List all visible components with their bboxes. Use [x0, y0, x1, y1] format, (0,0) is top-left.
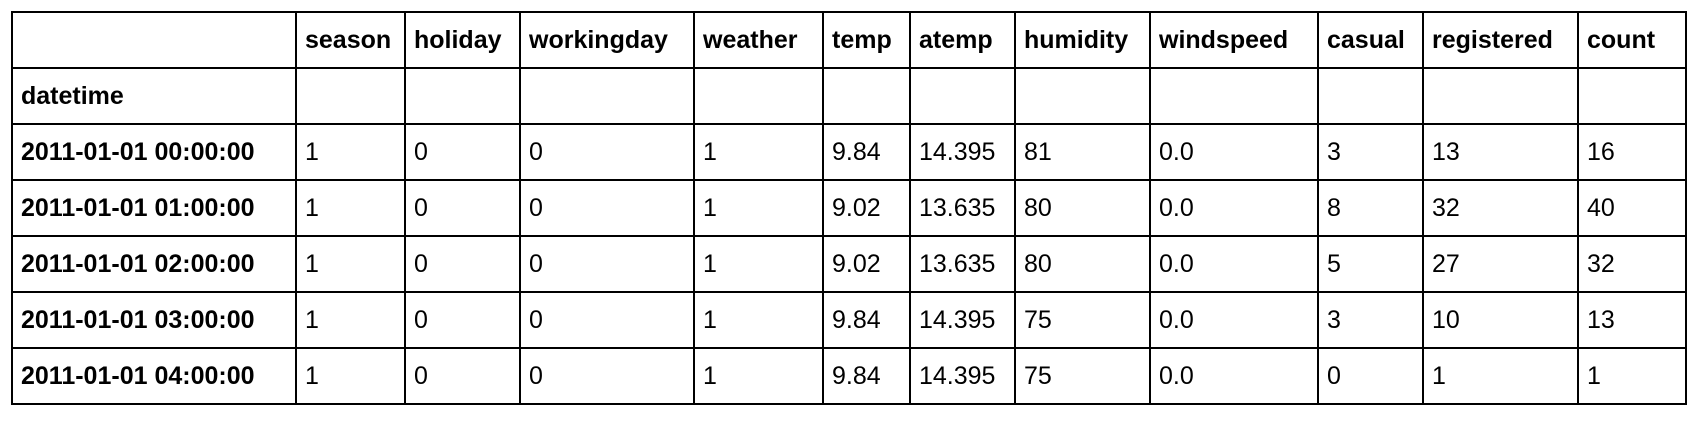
empty-header-cell	[295, 67, 406, 125]
table-cell: 16	[1577, 123, 1687, 181]
table-cell: 1	[693, 179, 824, 237]
empty-header-cell	[404, 67, 521, 125]
table-cell: 13.635	[909, 235, 1016, 293]
column-header-count: count	[1577, 11, 1687, 69]
table-cell: 1	[1577, 347, 1687, 405]
table-cell: 9.02	[822, 235, 911, 293]
table-cell: 0	[404, 123, 521, 181]
table-cell: 27	[1422, 235, 1579, 293]
table-cell: 0.0	[1149, 179, 1319, 237]
table-cell: 9.84	[822, 123, 911, 181]
empty-header-cell	[1149, 67, 1319, 125]
table-cell: 40	[1577, 179, 1687, 237]
table-cell: 0	[519, 179, 695, 237]
empty-header-cell	[693, 67, 824, 125]
table-cell: 0	[519, 347, 695, 405]
column-header-workingday: workingday	[519, 11, 695, 69]
table-cell: 9.84	[822, 291, 911, 349]
column-header-casual: casual	[1317, 11, 1424, 69]
table-cell: 0	[404, 179, 521, 237]
table-cell: 1	[693, 291, 824, 349]
empty-header-cell	[909, 67, 1016, 125]
table-cell: 9.02	[822, 179, 911, 237]
table-row: 2011-01-01 02:00:00 1 0 0 1 9.02 13.635 …	[11, 235, 1687, 293]
row-index: 2011-01-01 00:00:00	[11, 123, 297, 181]
table-row: 2011-01-01 00:00:00 1 0 0 1 9.84 14.395 …	[11, 123, 1687, 181]
table-cell: 0	[404, 291, 521, 349]
table-cell: 13	[1577, 291, 1687, 349]
column-header-registered: registered	[1422, 11, 1579, 69]
column-header-atemp: atemp	[909, 11, 1016, 69]
table-cell: 9.84	[822, 347, 911, 405]
table-cell: 14.395	[909, 291, 1016, 349]
table-cell: 13	[1422, 123, 1579, 181]
table-cell: 75	[1014, 347, 1151, 405]
empty-header-cell	[1422, 67, 1579, 125]
index-name-row: datetime	[11, 67, 1687, 125]
table-cell: 75	[1014, 291, 1151, 349]
table-cell: 8	[1317, 179, 1424, 237]
table-cell: 13.635	[909, 179, 1016, 237]
table-cell: 3	[1317, 123, 1424, 181]
table-cell: 5	[1317, 235, 1424, 293]
table-cell: 14.395	[909, 347, 1016, 405]
row-index: 2011-01-01 01:00:00	[11, 179, 297, 237]
empty-header-cell	[1577, 67, 1687, 125]
table-cell: 1	[295, 235, 406, 293]
table-cell: 32	[1577, 235, 1687, 293]
index-name-header: datetime	[11, 67, 297, 125]
table-cell: 32	[1422, 179, 1579, 237]
column-header-temp: temp	[822, 11, 911, 69]
empty-header-cell	[519, 67, 695, 125]
table-cell: 0	[1317, 347, 1424, 405]
row-index: 2011-01-01 02:00:00	[11, 235, 297, 293]
table-cell: 0.0	[1149, 291, 1319, 349]
table-cell: 1	[295, 123, 406, 181]
table-cell: 0	[519, 291, 695, 349]
table-cell: 1	[693, 123, 824, 181]
corner-cell	[11, 11, 297, 69]
table-cell: 0	[404, 347, 521, 405]
column-header-humidity: humidity	[1014, 11, 1151, 69]
table-cell: 1	[1422, 347, 1579, 405]
table-header: season holiday workingday weather temp a…	[11, 11, 1687, 125]
table-cell: 14.395	[909, 123, 1016, 181]
table-cell: 80	[1014, 179, 1151, 237]
table-cell: 0	[519, 123, 695, 181]
empty-header-cell	[1014, 67, 1151, 125]
table-cell: 1	[295, 347, 406, 405]
column-header-weather: weather	[693, 11, 824, 69]
table-row: 2011-01-01 03:00:00 1 0 0 1 9.84 14.395 …	[11, 291, 1687, 349]
table-cell: 80	[1014, 235, 1151, 293]
table-cell: 1	[295, 179, 406, 237]
table-cell: 3	[1317, 291, 1424, 349]
column-header-row: season holiday workingday weather temp a…	[11, 11, 1687, 69]
table-cell: 1	[295, 291, 406, 349]
table-cell: 0	[404, 235, 521, 293]
column-header-holiday: holiday	[404, 11, 521, 69]
table-row: 2011-01-01 04:00:00 1 0 0 1 9.84 14.395 …	[11, 347, 1687, 405]
table-cell: 0.0	[1149, 123, 1319, 181]
table-cell: 10	[1422, 291, 1579, 349]
row-index: 2011-01-01 03:00:00	[11, 291, 297, 349]
column-header-season: season	[295, 11, 406, 69]
row-index: 2011-01-01 04:00:00	[11, 347, 297, 405]
table-body: 2011-01-01 00:00:00 1 0 0 1 9.84 14.395 …	[11, 123, 1687, 405]
table-cell: 1	[693, 235, 824, 293]
table-cell: 0	[519, 235, 695, 293]
table-cell: 0.0	[1149, 347, 1319, 405]
empty-header-cell	[822, 67, 911, 125]
table-cell: 1	[693, 347, 824, 405]
empty-header-cell	[1317, 67, 1424, 125]
column-header-windspeed: windspeed	[1149, 11, 1319, 69]
table-row: 2011-01-01 01:00:00 1 0 0 1 9.02 13.635 …	[11, 179, 1687, 237]
table-cell: 0.0	[1149, 235, 1319, 293]
table-cell: 81	[1014, 123, 1151, 181]
dataframe-table: season holiday workingday weather temp a…	[11, 11, 1687, 405]
